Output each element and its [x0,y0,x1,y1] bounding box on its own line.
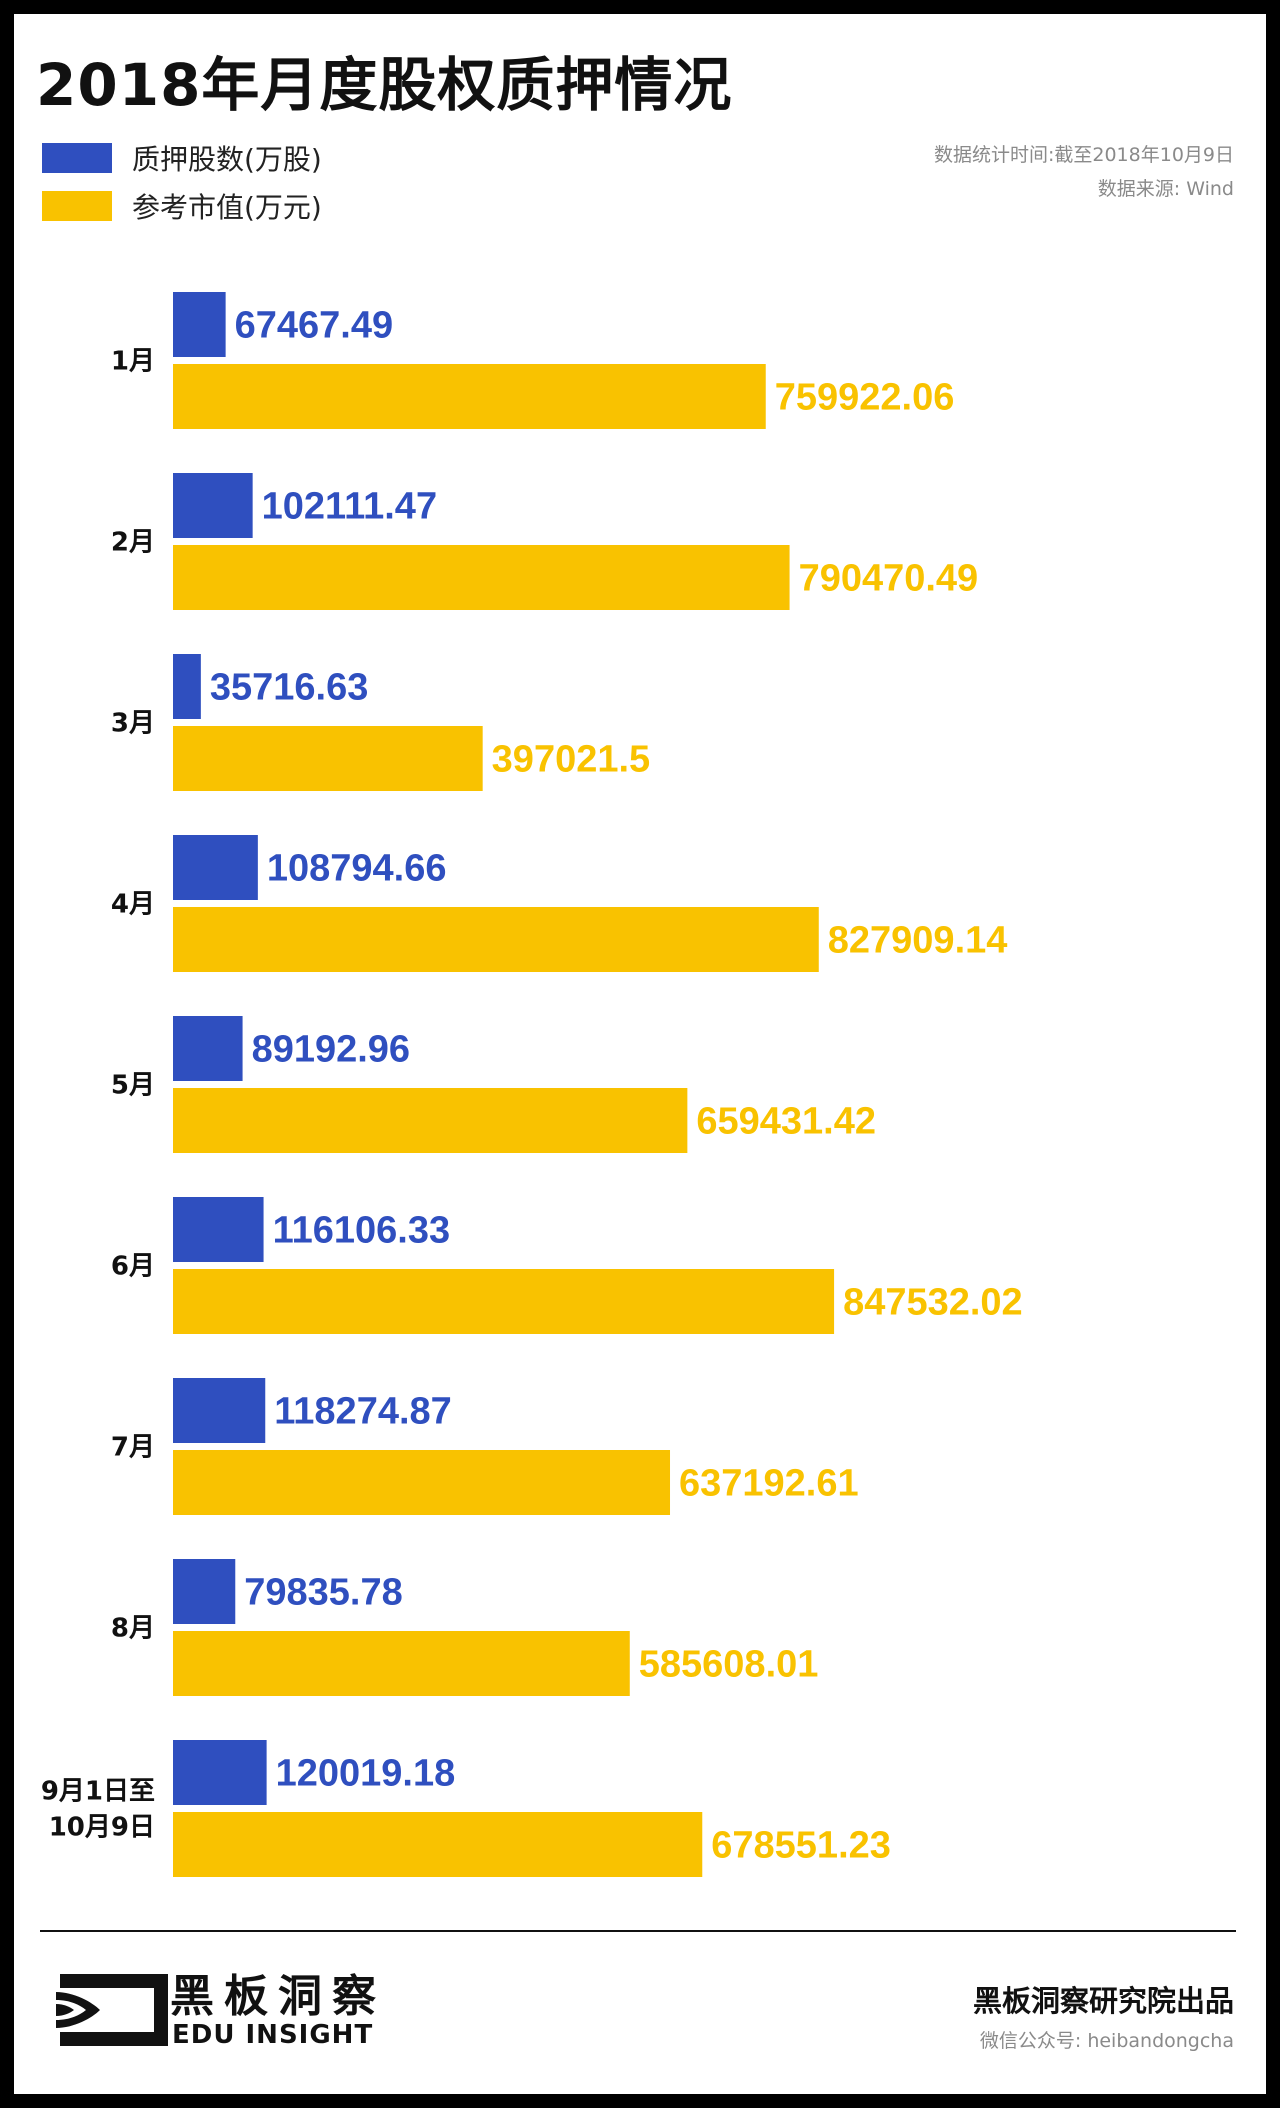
pledged-shares-bar [173,835,258,900]
page-title: 2018年月度股权质押情况 [36,51,733,119]
bar-chart: 1月 67467.49 759922.06 2月 102111.47 790470.49 3… [41,292,1023,1877]
category-label: 7月 [111,1433,155,1463]
brand-english-name: EDU INSIGHT [172,2020,374,2050]
producer-credit: 黑板洞察研究院出品 [972,1984,1234,2018]
brand-logo-icon [56,1974,168,2046]
category-label: 2月 [111,528,155,558]
category-label: 8月 [111,1614,155,1644]
pledged-shares-bar [173,1378,266,1443]
pledged-shares-bar [173,473,253,538]
pledged-shares-label: 67467.49 [235,305,393,347]
category-label: 1月 [111,347,155,377]
market-value-bar [173,1631,630,1696]
footer-divider [40,1930,1236,1932]
data-source-note: 数据来源: Wind [1097,178,1234,200]
market-value-label: 678551.23 [711,1825,891,1867]
pledged-shares-bar [173,292,226,357]
market-value-label: 759922.06 [775,377,955,419]
market-value-bar [173,1088,688,1153]
market-value-label: 585608.01 [639,1644,819,1686]
market-value-label: 637192.61 [679,1463,859,1505]
pledged-shares-bar [173,1740,267,1805]
category-label: 4月 [111,890,155,920]
pledged-shares-label: 89192.96 [252,1029,410,1071]
category-label: 3月 [111,709,155,739]
legend-item-value: 参考市值(万元) [42,190,322,224]
pledged-shares-label: 79835.78 [244,1572,403,1614]
stat-time-note: 数据统计时间:截至2018年10月9日 [933,144,1234,166]
pledged-shares-label: 35716.63 [210,667,369,709]
pledged-shares-bar [173,654,201,719]
pledged-shares-bar [173,1197,264,1262]
pledged-shares-label: 118274.87 [274,1391,452,1433]
legend-item-shares: 质押股数(万股) [42,142,322,176]
brand-name: 黑板洞察 [170,1971,386,2022]
pledged-shares-label: 120019.18 [276,1753,456,1795]
category-label: 6月 [111,1252,155,1282]
market-value-bar [173,545,790,610]
market-value-label: 397021.5 [492,739,651,781]
market-value-label: 847532.02 [843,1282,1023,1324]
pledged-shares-label: 102111.47 [262,486,437,528]
legend-label-shares: 质押股数(万股) [132,143,322,176]
legend-swatch-shares [42,143,112,173]
market-value-bar [173,907,819,972]
market-value-label: 790470.49 [799,558,979,600]
wechat-account: 微信公众号: heibandongcha [979,2030,1234,2052]
market-value-label: 827909.14 [828,920,1008,962]
market-value-bar [173,726,483,791]
market-value-bar [173,1812,703,1877]
category-label: 9月1日至 10月9日 [41,1777,155,1843]
pledged-shares-label: 108794.66 [267,848,447,890]
market-value-bar [173,1450,671,1515]
market-value-label: 659431.42 [696,1101,876,1143]
pledged-shares-bar [173,1559,236,1624]
legend-swatch-value [42,191,112,221]
market-value-bar [173,1269,835,1334]
legend-label-value: 参考市值(万元) [132,191,322,224]
pledged-shares-label: 116106.33 [273,1210,451,1252]
pledged-shares-bar [173,1016,243,1081]
category-label: 5月 [111,1071,155,1101]
market-value-bar [173,364,766,429]
